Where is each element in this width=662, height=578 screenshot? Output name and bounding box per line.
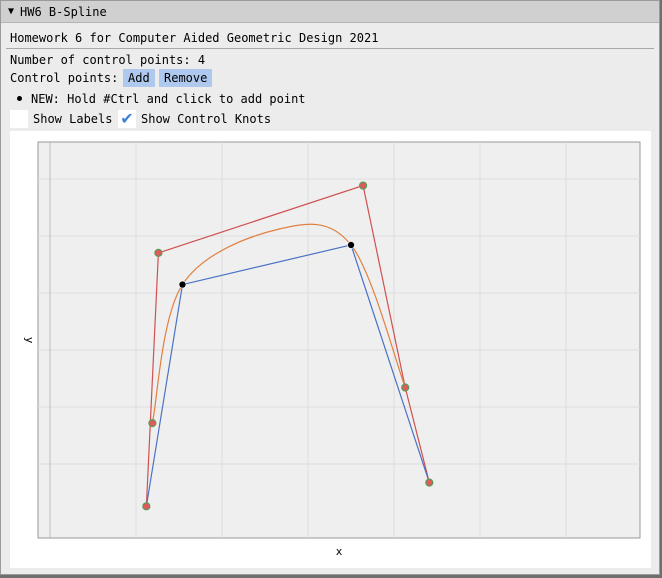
window-title: HW6 B-Spline xyxy=(20,4,107,19)
show-knots-label[interactable]: Show Control Knots xyxy=(141,112,272,126)
divider xyxy=(6,48,654,49)
bspline-curve xyxy=(151,223,406,424)
control-point xyxy=(347,241,355,249)
show-knots-checkbox[interactable]: ✔ xyxy=(118,110,136,128)
control-points-label: Control points: xyxy=(10,71,119,85)
window-titlebar[interactable]: ▼ HW6 B-Spline xyxy=(1,1,659,23)
control-knot xyxy=(154,248,163,257)
control-points-polygon xyxy=(145,244,430,507)
show-labels-label[interactable]: Show Labels xyxy=(33,112,113,126)
triangle-down-icon[interactable]: ▼ xyxy=(8,6,15,17)
homework-title: Homework 6 for Computer Aided Geometric … xyxy=(10,31,379,45)
control-point-count: Number of control points: 4 xyxy=(10,53,206,67)
add-button[interactable]: Add xyxy=(123,69,155,87)
control-point xyxy=(178,280,187,289)
y-axis-label: y xyxy=(23,337,36,344)
control-knot xyxy=(148,419,157,428)
x-axis-label: x xyxy=(336,545,343,558)
hint-text: NEW: Hold #Ctrl and click to add point xyxy=(31,92,306,106)
show-labels-checkbox[interactable] xyxy=(10,110,28,128)
bullet-icon xyxy=(17,96,22,101)
control-knot xyxy=(142,502,151,511)
checkmark-icon: ✔ xyxy=(120,109,134,128)
bspline-plot[interactable]: xy xyxy=(10,131,651,568)
plot-frame xyxy=(37,141,641,539)
control-knot xyxy=(401,383,410,392)
control-knot xyxy=(425,478,434,487)
control-knot xyxy=(358,181,368,190)
remove-button[interactable]: Remove xyxy=(159,69,213,87)
